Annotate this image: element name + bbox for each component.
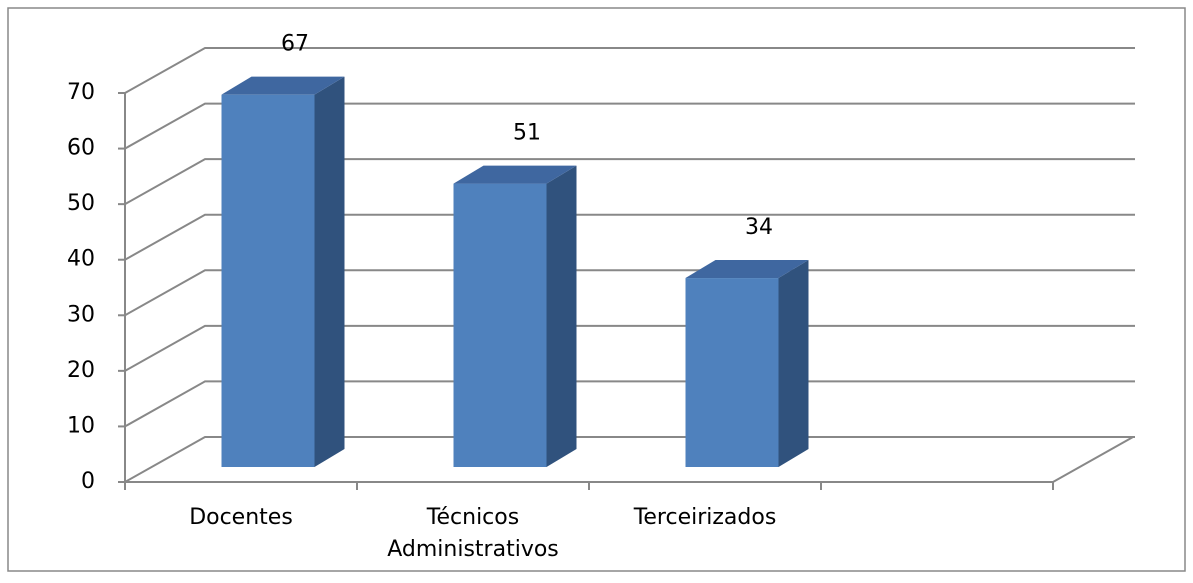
grid-line [124,102,1135,150]
y-tick-label: 0 [81,469,95,494]
y-tick-label: 40 [67,247,95,272]
y-tick-label: 10 [67,413,95,438]
y-tick-label: 30 [67,302,95,327]
y-tick-label: 60 [67,136,95,161]
x-tick-label: Terceirizados [633,505,777,530]
y-tick-label: 70 [67,80,95,105]
bar-side [778,260,809,467]
y-tick-label: 50 [67,191,95,216]
chart-frame [7,7,1186,572]
bar-side [546,165,577,468]
data-label: 67 [281,32,309,57]
grid-line [124,436,1135,483]
grid-line [124,380,1135,428]
grid-line [124,47,1135,94]
grid-line [124,324,1135,372]
x-tick-label: Técnicos [426,505,519,530]
bar-top [453,165,577,184]
data-label: 51 [513,121,541,146]
grid-line [124,269,1135,317]
x-tick-label: Administrativos [387,537,559,562]
x-tick-label: Docentes [189,505,293,530]
y-tick-label: 20 [67,358,95,383]
bar [221,94,315,468]
bar-top [221,76,345,95]
bar [453,183,547,468]
bar-top [685,260,809,279]
data-label: 34 [745,215,773,240]
grid-line [124,213,1135,261]
bar-side [314,76,345,468]
bar [685,278,779,467]
grid-line [124,158,1135,206]
